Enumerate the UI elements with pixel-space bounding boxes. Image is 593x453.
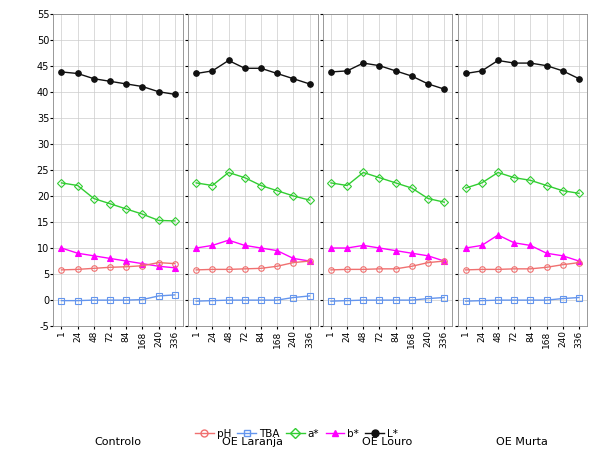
Title: OE Laranja: OE Laranja [222, 437, 283, 447]
Title: OE Murta: OE Murta [496, 437, 549, 447]
Legend: pH, TBA, a*, b*, L*: pH, TBA, a*, b*, L* [190, 425, 403, 443]
Title: Controlo: Controlo [95, 437, 142, 447]
Title: OE Louro: OE Louro [362, 437, 413, 447]
